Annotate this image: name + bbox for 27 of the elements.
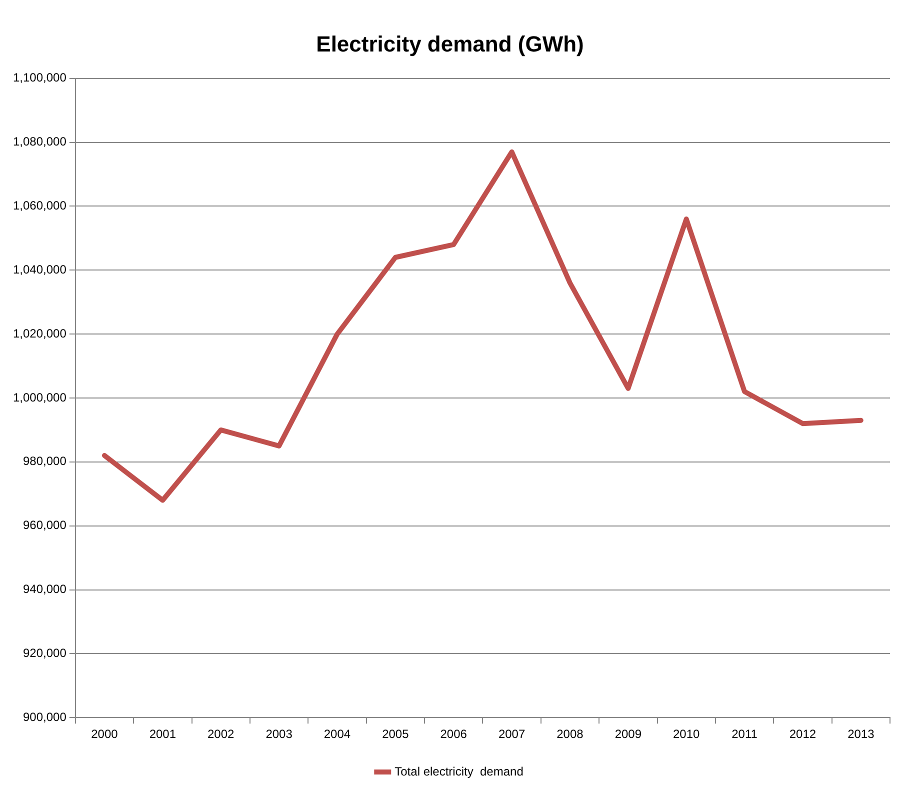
x-tick-label: 2009 xyxy=(614,727,642,742)
y-tick-label: 1,100,000 xyxy=(12,70,67,85)
x-tick-label: 2012 xyxy=(789,727,816,742)
x-tick-label: 2003 xyxy=(266,727,293,742)
x-tick-label: 2007 xyxy=(498,727,526,742)
legend-label: Total electricity demand xyxy=(394,764,524,778)
x-tick-label: 2001 xyxy=(149,727,176,742)
y-tick-label: 900,000 xyxy=(22,710,67,724)
x-tick-label: 2006 xyxy=(440,727,468,742)
y-tick-label: 1,020,000 xyxy=(12,326,67,340)
y-tick-label: 940,000 xyxy=(22,582,67,596)
x-tick-label: 2013 xyxy=(848,727,875,742)
x-tick-label: 2000 xyxy=(91,727,118,742)
x-tick-label: 2002 xyxy=(208,727,235,742)
chart-title: Electricity demand (GWh) xyxy=(316,31,584,56)
x-tick-label: 2008 xyxy=(556,727,584,742)
y-tick-label: 980,000 xyxy=(22,454,67,468)
y-tick-label: 1,000,000 xyxy=(12,390,67,404)
y-tick-label: 1,060,000 xyxy=(12,198,67,213)
y-tick-label: 1,080,000 xyxy=(12,134,67,149)
y-tick-label: 1,040,000 xyxy=(12,262,67,276)
y-tick-label: 920,000 xyxy=(22,646,67,660)
y-tick-label: 960,000 xyxy=(22,518,67,532)
x-tick-label: 2005 xyxy=(382,727,410,742)
x-tick-label: 2004 xyxy=(324,727,351,742)
x-tick-label: 2010 xyxy=(672,727,700,742)
x-tick-label: 2011 xyxy=(732,727,758,742)
